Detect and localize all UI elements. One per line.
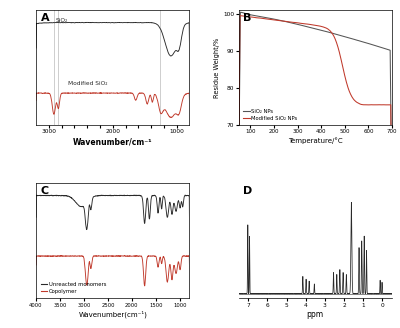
X-axis label: ppm: ppm xyxy=(307,310,324,319)
Text: C: C xyxy=(41,187,49,196)
X-axis label: Wavenumber/cm⁻¹: Wavenumber/cm⁻¹ xyxy=(73,137,152,146)
Text: A: A xyxy=(41,13,49,23)
Text: B: B xyxy=(243,13,252,23)
X-axis label: Wavenumber(cm⁻¹): Wavenumber(cm⁻¹) xyxy=(78,310,147,318)
Text: D: D xyxy=(243,187,252,196)
Text: Modified SiO₂: Modified SiO₂ xyxy=(68,81,108,86)
Legend: SiO₂ NPs, Modified SiO₂ NPs: SiO₂ NPs, Modified SiO₂ NPs xyxy=(241,107,300,123)
Y-axis label: Residue Weight/%: Residue Weight/% xyxy=(214,37,220,98)
Legend: Unreacted monomers, Copolymer: Unreacted monomers, Copolymer xyxy=(39,280,108,296)
Text: SiO₂: SiO₂ xyxy=(55,18,68,23)
X-axis label: Temperature/°C: Temperature/°C xyxy=(288,137,342,144)
